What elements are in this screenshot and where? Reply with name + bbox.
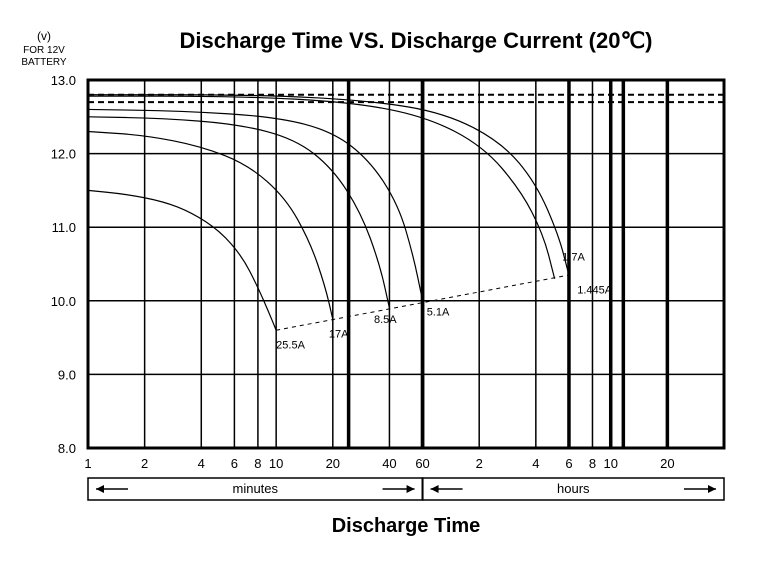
curve-label: 8.5A — [374, 314, 397, 326]
x-tick-min: 40 — [382, 456, 396, 471]
curve-label: 25.5A — [276, 340, 305, 352]
arrow-head — [407, 485, 415, 493]
y-tick-label: 12.0 — [51, 147, 76, 162]
x-tick-min: 2 — [141, 456, 148, 471]
plot-border — [88, 80, 724, 448]
x-tick-min: 8 — [254, 456, 261, 471]
discharge-curve — [88, 96, 555, 279]
x-tick-hr: 20 — [660, 456, 674, 471]
x-tick-min: 1 — [84, 456, 91, 471]
y-unit-2: FOR 12V — [23, 45, 65, 56]
hours-label: hours — [557, 481, 590, 496]
chart-svg: Discharge Time VS. Discharge Current (20… — [0, 0, 774, 587]
discharge-curve — [88, 95, 569, 275]
x-tick-hr: 2 — [476, 456, 483, 471]
y-tick-label: 8.0 — [58, 441, 76, 456]
minutes-label: minutes — [233, 481, 279, 496]
x-tick-hr: 4 — [532, 456, 539, 471]
curve-label: 1.445A — [577, 284, 613, 296]
chart-container: Discharge Time VS. Discharge Current (20… — [0, 0, 774, 587]
discharge-curve — [88, 109, 423, 300]
discharge-curve — [88, 190, 276, 330]
x-tick-min: 60 — [415, 456, 429, 471]
curve-label: 17A — [329, 329, 349, 341]
chart-title: Discharge Time VS. Discharge Current (20… — [179, 28, 652, 53]
y-tick-label: 11.0 — [52, 220, 76, 235]
x-tick-min: 10 — [269, 456, 283, 471]
y-unit-3: BATTERY — [21, 57, 67, 68]
x-tick-hr: 8 — [589, 456, 596, 471]
y-tick-label: 10.0 — [51, 294, 76, 309]
x-axis-title: Discharge Time — [332, 515, 481, 537]
y-unit-1: (v) — [37, 29, 51, 43]
x-tick-hr: 6 — [565, 456, 572, 471]
arrow-head — [96, 485, 104, 493]
x-tick-min: 4 — [198, 456, 205, 471]
x-tick-min: 6 — [231, 456, 238, 471]
curve-label: 5.1A — [427, 307, 450, 319]
discharge-curve — [88, 117, 389, 308]
x-tick-min: 20 — [326, 456, 340, 471]
x-tick-hr: 10 — [603, 456, 617, 471]
arrow-head — [431, 485, 439, 493]
y-tick-label: 9.0 — [58, 367, 76, 382]
y-tick-label: 13.0 — [51, 73, 76, 88]
arrow-head — [708, 485, 716, 493]
